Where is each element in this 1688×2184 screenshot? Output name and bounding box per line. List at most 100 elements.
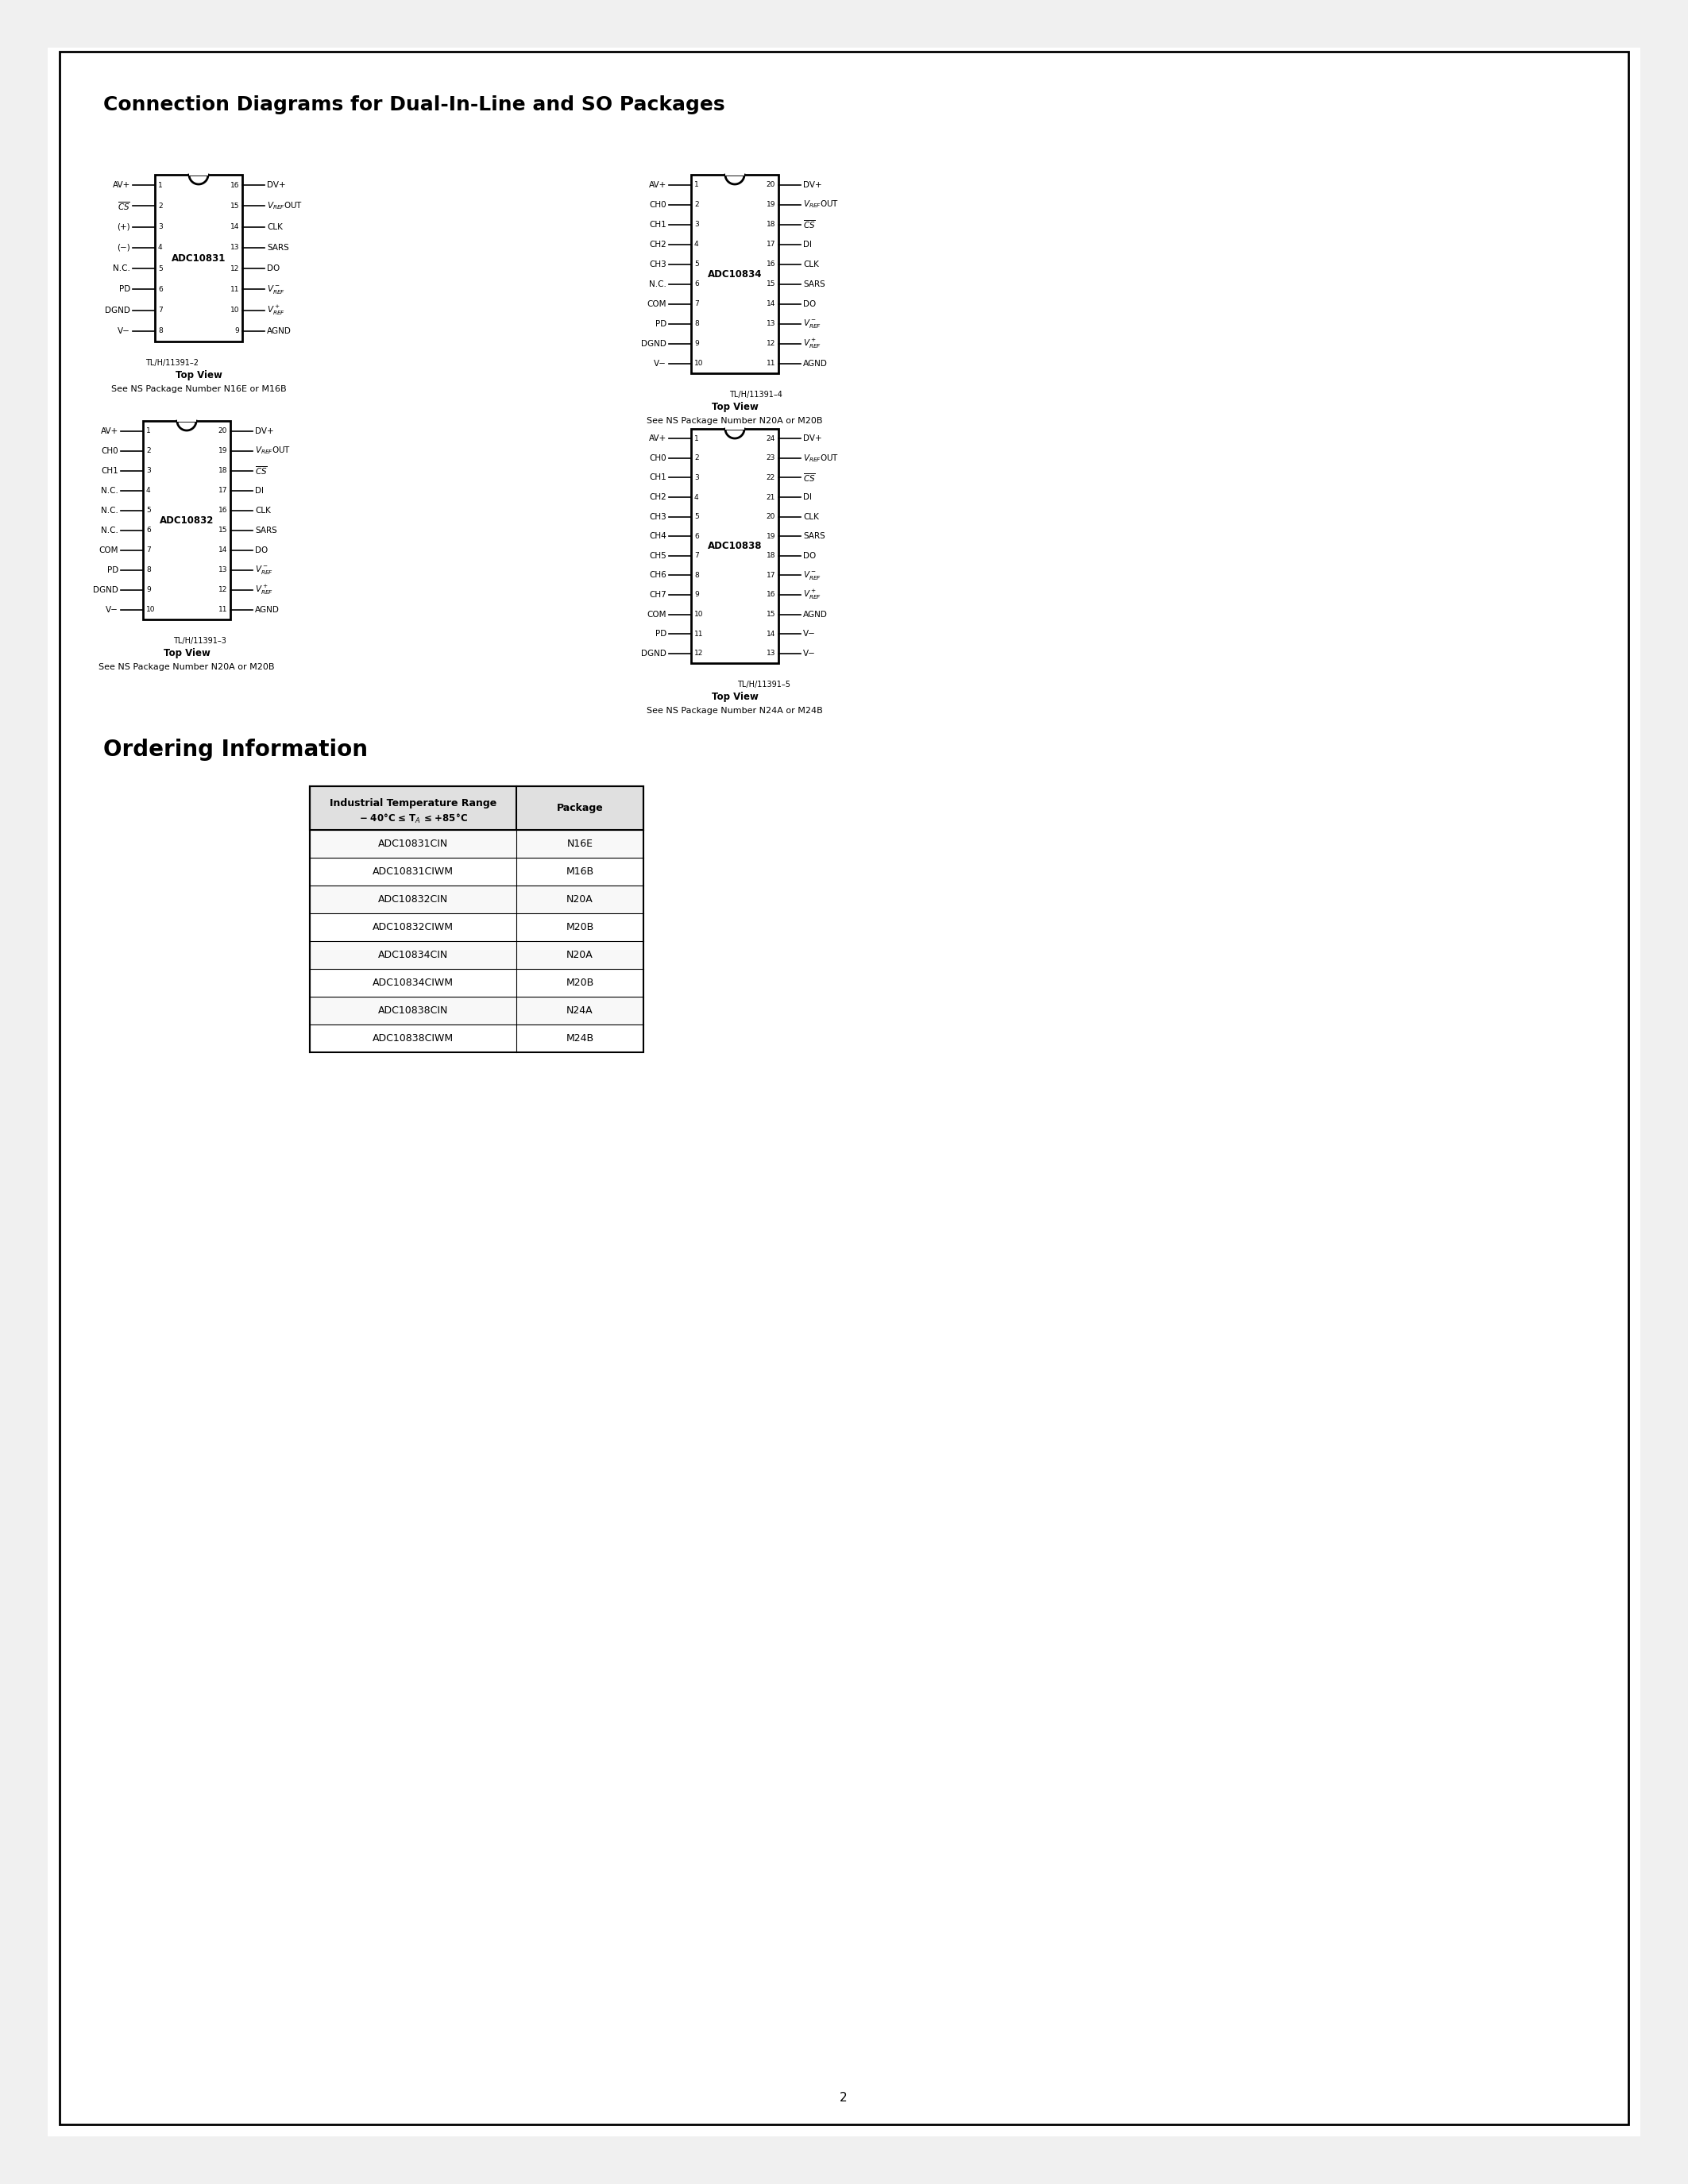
Text: N20A: N20A	[567, 950, 592, 961]
Text: CH0: CH0	[101, 448, 118, 454]
Text: CH2: CH2	[650, 494, 667, 500]
Text: DO: DO	[803, 553, 815, 559]
Text: 1: 1	[694, 435, 699, 441]
Text: 24: 24	[766, 435, 775, 441]
Text: 17: 17	[766, 572, 775, 579]
Text: $V_{REF}^-$: $V_{REF}^-$	[803, 570, 822, 581]
Text: CH7: CH7	[650, 592, 667, 598]
Text: DV+: DV+	[255, 426, 273, 435]
Text: Package: Package	[557, 802, 603, 812]
Text: DO: DO	[267, 264, 280, 273]
Text: V−: V−	[803, 649, 815, 657]
Text: 10: 10	[694, 360, 704, 367]
Text: AGND: AGND	[803, 360, 827, 367]
Text: 14: 14	[230, 223, 240, 232]
Text: 1: 1	[159, 181, 162, 188]
Text: 11: 11	[230, 286, 240, 293]
Text: $V_{REF}^+$: $V_{REF}^+$	[267, 304, 285, 317]
Text: $V_{REF}^-$: $V_{REF}^-$	[803, 317, 822, 330]
Text: SARS: SARS	[267, 245, 289, 251]
Text: Top View: Top View	[164, 649, 209, 657]
Text: DI: DI	[803, 494, 812, 500]
Text: ADC10832CIWM: ADC10832CIWM	[373, 922, 454, 933]
Text: 3: 3	[694, 221, 699, 227]
Text: CH0: CH0	[650, 454, 667, 463]
Text: 15: 15	[218, 526, 228, 533]
Text: N24A: N24A	[567, 1005, 592, 1016]
Text: 4: 4	[694, 240, 699, 247]
Text: $\overline{CS}$: $\overline{CS}$	[803, 472, 815, 483]
Text: ADC10834CIWM: ADC10834CIWM	[373, 978, 454, 987]
Text: ADC10834CIN: ADC10834CIN	[378, 950, 447, 961]
Text: ADC10834: ADC10834	[707, 269, 761, 280]
Text: 16: 16	[230, 181, 240, 188]
Text: N.C.: N.C.	[101, 507, 118, 513]
Text: TL/H/11391–4: TL/H/11391–4	[729, 391, 783, 400]
Text: 12: 12	[694, 651, 704, 657]
Text: 3: 3	[694, 474, 699, 480]
Text: 13: 13	[766, 651, 775, 657]
Text: 8: 8	[147, 566, 150, 574]
Text: $V_{REF}^+$: $V_{REF}^+$	[255, 583, 273, 596]
Text: 1: 1	[694, 181, 699, 188]
Text: V−: V−	[118, 328, 130, 334]
Text: ADC10838: ADC10838	[707, 542, 761, 550]
Text: N20A: N20A	[567, 893, 592, 904]
Text: AV+: AV+	[648, 181, 667, 188]
Text: $\overline{CS}$: $\overline{CS}$	[803, 218, 815, 229]
Text: $V_{REF}^+$: $V_{REF}^+$	[803, 587, 822, 601]
Text: 7: 7	[147, 546, 150, 553]
Text: N.C.: N.C.	[650, 280, 667, 288]
Text: DI: DI	[803, 240, 812, 249]
Text: 11: 11	[766, 360, 775, 367]
Text: SARS: SARS	[255, 526, 277, 535]
Text: 18: 18	[766, 221, 775, 227]
Bar	[726, 419, 744, 430]
Text: 10: 10	[230, 306, 240, 314]
Text: (+): (+)	[116, 223, 130, 232]
Text: ADC10832CIN: ADC10832CIN	[378, 893, 447, 904]
Text: PD: PD	[655, 629, 667, 638]
Text: 22: 22	[766, 474, 775, 480]
Text: $V_{REF}^-$: $V_{REF}^-$	[255, 563, 273, 577]
Text: SARS: SARS	[803, 533, 825, 539]
Bar	[311, 1024, 643, 1053]
Text: AGND: AGND	[803, 609, 827, 618]
Text: Top View: Top View	[711, 692, 758, 701]
Text: 12: 12	[230, 264, 240, 273]
Text: 14: 14	[766, 299, 775, 308]
Text: M20B: M20B	[565, 922, 594, 933]
Text: TL/H/11391–5: TL/H/11391–5	[738, 681, 790, 688]
Text: 8: 8	[159, 328, 162, 334]
Text: $V_{REF}$OUT: $V_{REF}$OUT	[255, 446, 290, 456]
Text: 4: 4	[159, 245, 162, 251]
Text: M20B: M20B	[565, 978, 594, 987]
Text: CH0: CH0	[650, 201, 667, 207]
Text: CH2: CH2	[650, 240, 667, 249]
Text: $V_{REF}$OUT: $V_{REF}$OUT	[803, 199, 839, 210]
Bar	[311, 913, 643, 941]
Text: ADC10831CIWM: ADC10831CIWM	[373, 867, 454, 876]
Text: AV+: AV+	[113, 181, 130, 190]
Text: DO: DO	[255, 546, 268, 555]
Text: COM: COM	[100, 546, 118, 555]
Text: 6: 6	[159, 286, 162, 293]
Text: CH1: CH1	[650, 221, 667, 229]
Text: 10: 10	[147, 605, 155, 614]
Text: 9: 9	[235, 328, 240, 334]
Text: 4: 4	[694, 494, 699, 500]
Text: DGND: DGND	[641, 649, 667, 657]
Bar	[177, 411, 196, 422]
Text: See NS Package Number N16E or M16B: See NS Package Number N16E or M16B	[111, 384, 287, 393]
Text: $V_{REF}$OUT: $V_{REF}$OUT	[803, 452, 839, 463]
Text: See NS Package Number N24A or M24B: See NS Package Number N24A or M24B	[647, 708, 822, 714]
Bar	[311, 885, 643, 913]
Text: 9: 9	[694, 341, 699, 347]
Text: CLK: CLK	[255, 507, 270, 513]
Text: AGND: AGND	[255, 605, 280, 614]
Text: 7: 7	[694, 553, 699, 559]
Bar	[726, 164, 744, 175]
Text: 20: 20	[766, 181, 775, 188]
Text: Top View: Top View	[176, 369, 223, 380]
Text: 6: 6	[694, 280, 699, 288]
